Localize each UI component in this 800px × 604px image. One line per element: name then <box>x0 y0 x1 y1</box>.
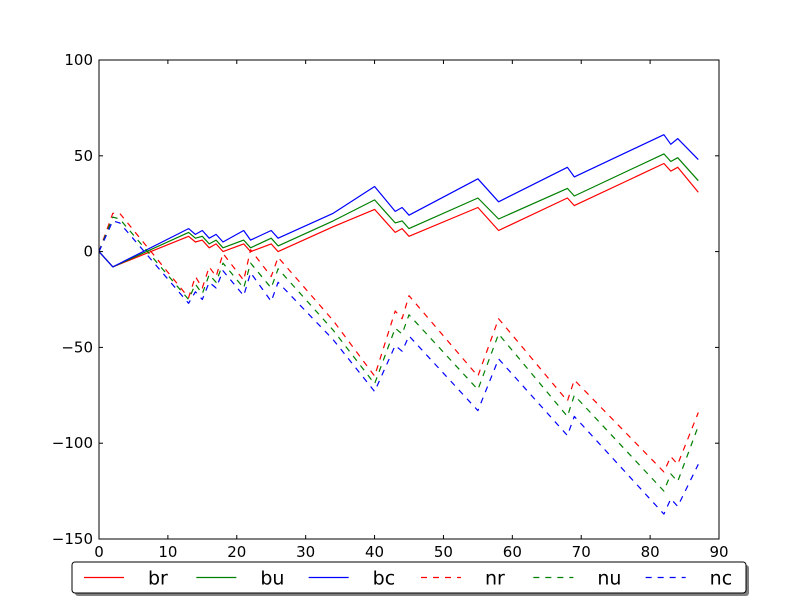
series-line-nu <box>98 216 699 492</box>
series-line-nc <box>98 220 699 515</box>
plot-frame <box>98 59 720 540</box>
x-tick-label: 60 <box>503 543 522 561</box>
y-tick-label: 50 <box>74 147 93 165</box>
legend: br bu bc nr nu nc <box>71 561 749 596</box>
y-tick-label: 0 <box>83 243 93 261</box>
legend-label-bc: bc <box>373 568 396 590</box>
series-line-bc <box>98 134 699 268</box>
y-tick-label: −150 <box>52 530 93 548</box>
series-line-bu <box>98 153 699 268</box>
x-tick-label: 50 <box>434 543 453 561</box>
y-tick-label: −50 <box>61 338 93 356</box>
x-tick-label: 40 <box>365 543 384 561</box>
x-tick-label: 80 <box>641 543 660 561</box>
legend-label-br: br <box>148 568 168 590</box>
legend-label-bu: bu <box>260 568 284 590</box>
x-tick-label: 0 <box>94 543 104 561</box>
x-tick-label: 10 <box>158 543 177 561</box>
legend-box <box>71 561 747 594</box>
legend-label-nc: nc <box>710 568 733 590</box>
x-tick-label: 30 <box>296 543 315 561</box>
legend-label-nu: nu <box>597 568 621 590</box>
x-tick-label: 90 <box>709 543 728 561</box>
ticks-layer: 0 10 20 30 40 50 60 70 80 90 −150 −100 −50 0 50 100 <box>52 51 729 561</box>
series-layer <box>98 134 699 515</box>
y-tick-label: 100 <box>64 51 93 69</box>
x-tick-label: 20 <box>227 543 246 561</box>
series-line-nr <box>98 212 699 473</box>
legend-label-nr: nr <box>485 568 505 590</box>
y-tick-label: −100 <box>52 434 93 452</box>
series-line-br <box>98 162 699 268</box>
x-tick-label: 70 <box>572 543 591 561</box>
